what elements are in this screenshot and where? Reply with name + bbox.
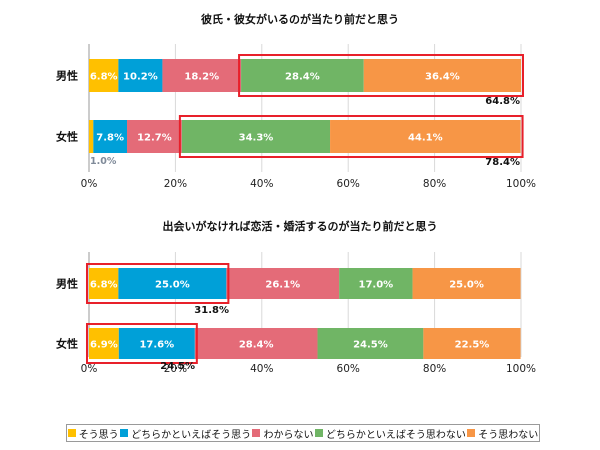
bar-segment <box>118 268 227 299</box>
data-label: 10.2% <box>123 72 158 83</box>
bar-segment <box>89 328 119 359</box>
bar-segment <box>226 268 340 299</box>
bar-segment <box>127 120 182 153</box>
data-label: 36.4% <box>425 72 460 83</box>
data-label: 1.0% <box>90 156 117 167</box>
data-label: 12.7% <box>137 133 172 144</box>
data-label: 6.9% <box>90 340 118 351</box>
data-label: 6.8% <box>90 280 118 291</box>
legend-swatch <box>67 429 76 437</box>
chart-legend: そう思う どちらかといえばそう思う わからない どちらかといえばそう思わない そ… <box>66 424 540 442</box>
bar-segment <box>89 59 119 92</box>
category-label: 男性 <box>56 277 78 291</box>
highlight-box <box>238 54 524 97</box>
x-tick-label: 40% <box>250 363 273 375</box>
data-label: 25.0% <box>155 280 190 291</box>
bar-segment <box>363 59 521 92</box>
data-label: 26.1% <box>265 280 300 291</box>
legend-swatch <box>467 429 476 437</box>
x-tick-label: 60% <box>337 363 360 375</box>
highlight-total-label: 78.4% <box>485 157 520 168</box>
data-label: 28.4% <box>285 72 320 83</box>
bar-segment <box>339 268 413 299</box>
chart-canvas: 彼氏・彼女がいるのが当たり前だと思う 0% 20% 40% 60% 80% 100% 男性 6.… <box>56 12 536 375</box>
highlight-box <box>86 263 230 304</box>
legend-item-dochiraka-sou-omou: どちらかといえばそう思う <box>120 426 251 441</box>
highlight-box <box>178 115 524 158</box>
data-label: 25.0% <box>449 280 484 291</box>
bar-segment <box>423 328 521 359</box>
data-label: 18.2% <box>184 72 219 83</box>
legend-swatch <box>252 429 261 437</box>
highlight-total-label: 64.8% <box>485 96 520 107</box>
data-label: 6.8% <box>90 72 118 83</box>
data-label: 28.4% <box>239 340 274 351</box>
legend-label: どちらかといえばそう思わない <box>325 429 466 441</box>
data-label: 34.3% <box>239 133 274 144</box>
bar-segment <box>89 120 94 153</box>
legend-label: どちらかといえばそう思う <box>131 429 252 441</box>
data-label: 7.8% <box>96 133 124 144</box>
legend-item-sou-omowanai: そう思わない <box>467 426 538 441</box>
bar-segment <box>89 268 119 299</box>
legend-label: わからない <box>263 429 314 441</box>
data-label: 44.1% <box>408 133 443 144</box>
bar-segment <box>241 59 364 92</box>
highlight-box <box>86 323 198 364</box>
category-label: 男性 <box>56 69 78 83</box>
category-label: 女性 <box>56 337 78 351</box>
x-tick-label: 20% <box>164 178 187 190</box>
data-label: 24.5% <box>353 340 388 351</box>
highlight-total-label: 24.5% <box>160 361 195 372</box>
x-tick-label: 100% <box>506 363 536 375</box>
x-tick-label: 100% <box>506 178 536 190</box>
legend-swatch <box>314 429 323 437</box>
bar-segment <box>162 59 242 92</box>
bar-segment <box>317 328 424 359</box>
legend-item-sou-omou: そう思う <box>67 426 119 441</box>
bar-segment <box>412 268 521 299</box>
legend-label: そう思う <box>78 429 119 441</box>
data-label: 17.6% <box>139 340 174 351</box>
category-label: 女性 <box>56 130 78 144</box>
bar-segment <box>181 120 331 153</box>
legend-item-wakaranai: わからない <box>252 426 313 441</box>
data-label: 22.5% <box>455 340 490 351</box>
x-tick-label: 80% <box>423 178 446 190</box>
legend-label: そう思わない <box>478 429 539 441</box>
legend-item-dochiraka-sou-omowanai: どちらかといえばそう思わない <box>314 426 466 441</box>
bar-segment <box>118 59 163 92</box>
bar-segment <box>330 120 521 153</box>
bar-segment <box>93 120 128 153</box>
chart-title: 出会いがなければ恋活・婚活するのが当たり前だと思う <box>163 219 438 233</box>
x-tick-label: 40% <box>250 178 273 190</box>
x-tick-label: 0% <box>81 178 98 190</box>
data-label: 17.0% <box>358 280 393 291</box>
bar-segment <box>118 328 195 359</box>
bar-segment <box>194 328 318 359</box>
x-tick-label: 20% <box>164 363 187 375</box>
x-tick-label: 0% <box>81 363 98 375</box>
highlight-total-label: 31.8% <box>194 305 229 316</box>
x-tick-label: 60% <box>337 178 360 190</box>
legend-swatch <box>120 429 129 437</box>
chart-title: 彼氏・彼女がいるのが当たり前だと思う <box>201 12 399 26</box>
x-tick-label: 80% <box>423 363 446 375</box>
